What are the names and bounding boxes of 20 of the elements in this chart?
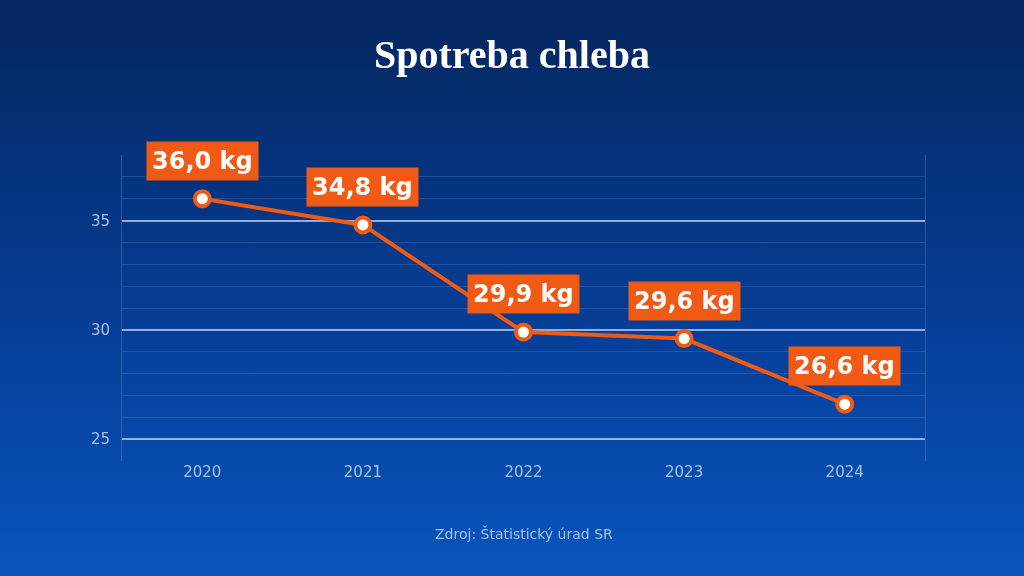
data-label: 34,8 kg [312, 173, 413, 201]
x-tick-label: 2024 [825, 463, 864, 481]
point [674, 329, 694, 349]
point [835, 394, 855, 414]
point [514, 322, 533, 342]
x-tick-label: 2020 [183, 463, 222, 481]
y-tick-label: 30 [90, 321, 110, 340]
y-tick-label: 25 [90, 430, 110, 449]
data-label: 36,0 kg [152, 147, 253, 175]
text: Zdroj: Štatistický úrad SR [435, 525, 614, 542]
x-tick-label: 2022 [504, 463, 543, 481]
chart-title: Spotreba chleba [374, 32, 650, 78]
y-tick-label: 35 [90, 211, 110, 230]
point [192, 189, 212, 209]
x-tick-label: 2021 [343, 463, 382, 481]
data-label: 29,9 kg [473, 280, 574, 308]
x-tick-label: 2023 [665, 463, 704, 481]
point [353, 215, 373, 235]
data-label: 29,6 kg [634, 287, 735, 315]
data-label: 26,6 kg [794, 352, 895, 380]
